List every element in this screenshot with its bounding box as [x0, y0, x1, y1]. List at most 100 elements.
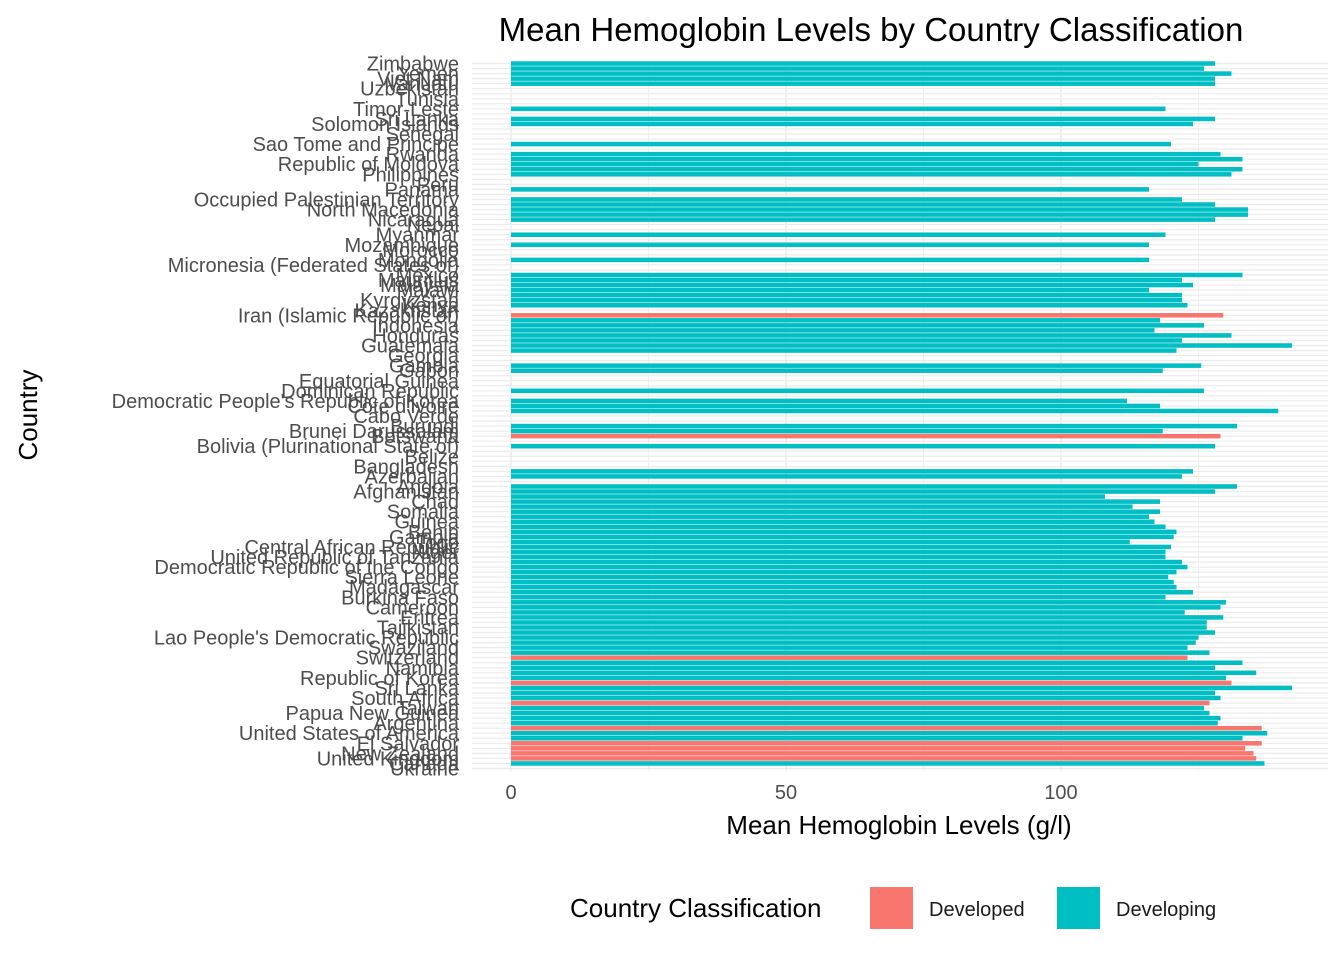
bar — [511, 484, 1237, 489]
y-tick-label: Mexico — [396, 265, 459, 287]
bar — [511, 197, 1182, 202]
y-tick-label: Myanmar — [376, 225, 460, 247]
y-tick-label: Indonesia — [372, 315, 460, 337]
y-tick-label: Rwanda — [386, 144, 460, 166]
y-tick-label: Papua New Guinea — [286, 703, 460, 725]
bar — [511, 746, 1246, 751]
y-tick-label: Cabo Verde — [353, 406, 459, 428]
y-tick-label: Belize — [405, 446, 459, 468]
bar — [511, 584, 1177, 590]
bar — [511, 287, 1149, 293]
y-tick-label: New Zealand — [341, 743, 459, 765]
bar — [511, 71, 1232, 76]
y-tick-label: Morocco — [382, 240, 459, 262]
bar — [511, 519, 1155, 525]
bar — [511, 574, 1169, 580]
y-tick-label: Peru — [417, 174, 459, 196]
y-tick-label: Tunisia — [395, 89, 460, 111]
bar — [511, 660, 1243, 666]
y-tick-label: Bolivia (Plurinational State of) — [197, 436, 459, 458]
y-tick-label: Eritrea — [400, 607, 460, 629]
bar — [511, 730, 1268, 736]
bar — [511, 650, 1210, 655]
y-tick-label: Kazakhstan — [354, 300, 459, 322]
bar — [511, 665, 1215, 671]
bar — [511, 680, 1232, 686]
y-tick-label: Argentina — [373, 713, 459, 735]
y-tick-label: Madagascar — [349, 577, 459, 599]
bar — [511, 544, 1171, 550]
bar — [511, 403, 1160, 409]
y-tick-label: Malaysia — [380, 275, 460, 297]
y-tick-label: Gabon — [399, 361, 459, 383]
y-tick-label: Micronesia (Federated States of) — [168, 255, 459, 277]
bar — [511, 423, 1237, 429]
bar — [511, 202, 1215, 207]
y-tick-label: Canada — [389, 753, 460, 775]
bar — [511, 504, 1133, 509]
bar — [511, 388, 1204, 394]
bar — [511, 710, 1210, 716]
bar — [511, 166, 1243, 172]
legend-swatch-developing — [1057, 887, 1100, 929]
y-tick-label: Nepal — [407, 215, 459, 237]
bar — [511, 569, 1177, 575]
bar — [511, 640, 1196, 645]
bar — [511, 655, 1188, 660]
bar — [511, 700, 1210, 706]
y-tick-label: Afghanistan — [353, 482, 459, 504]
y-tick-label: Bangladesh — [353, 456, 459, 478]
bar — [511, 715, 1221, 721]
legend-title: Country Classification — [570, 893, 821, 923]
y-tick-label: Burkina Faso — [341, 587, 459, 609]
bar — [511, 635, 1199, 640]
y-tick-label: Somalia — [387, 502, 460, 524]
y-tick-label: Viet Nam — [377, 69, 459, 91]
y-tick-label: North Macedonia — [307, 200, 460, 222]
y-tick-label: Angola — [397, 476, 460, 498]
x-tick-label: 100 — [1044, 782, 1077, 804]
bar — [511, 318, 1160, 323]
bar — [511, 257, 1149, 263]
bar — [511, 363, 1202, 368]
bar — [511, 675, 1226, 681]
chart-title: Mean Hemoglobin Levels by Country Classi… — [499, 11, 1244, 48]
y-tick-label: Switzerland — [356, 648, 459, 670]
bar — [511, 302, 1188, 308]
bar — [511, 610, 1185, 615]
bar — [511, 600, 1226, 605]
bar — [511, 333, 1232, 338]
bar — [511, 161, 1199, 167]
y-tick-label: Timor-Leste — [353, 99, 459, 121]
bar — [511, 494, 1105, 499]
y-tick-label: Taiwan — [397, 698, 459, 720]
y-tick-label: Sierra Leone — [344, 567, 459, 589]
bar — [511, 514, 1149, 519]
bar — [511, 625, 1207, 630]
bar — [511, 116, 1215, 122]
bar — [511, 554, 1166, 560]
y-axis-title: Country — [13, 369, 43, 460]
bar — [511, 579, 1174, 585]
y-tick-label: Benin — [408, 522, 459, 544]
y-tick-label: Republic of Korea — [300, 668, 460, 690]
bar — [511, 292, 1182, 298]
y-tick-label: Dominican Republic — [281, 381, 459, 403]
y-tick-label: Iran (Islamic Republic of) — [238, 305, 459, 327]
bar — [511, 595, 1166, 600]
bar — [511, 277, 1182, 283]
bar — [511, 428, 1163, 434]
bar — [511, 670, 1257, 676]
bar — [511, 509, 1160, 514]
y-tick-label: Philippines — [362, 164, 459, 186]
bar — [511, 695, 1221, 701]
y-tick-label: Sri Lanka — [375, 678, 460, 700]
bar — [511, 172, 1232, 177]
y-tick-label: Ukraine — [390, 758, 459, 780]
y-tick-label: South Africa — [351, 688, 460, 710]
x-tick-label: 0 — [505, 782, 516, 804]
y-tick-label: Democratic People's Republic of Korea — [112, 391, 460, 413]
bar — [511, 685, 1292, 691]
bar — [511, 524, 1166, 530]
